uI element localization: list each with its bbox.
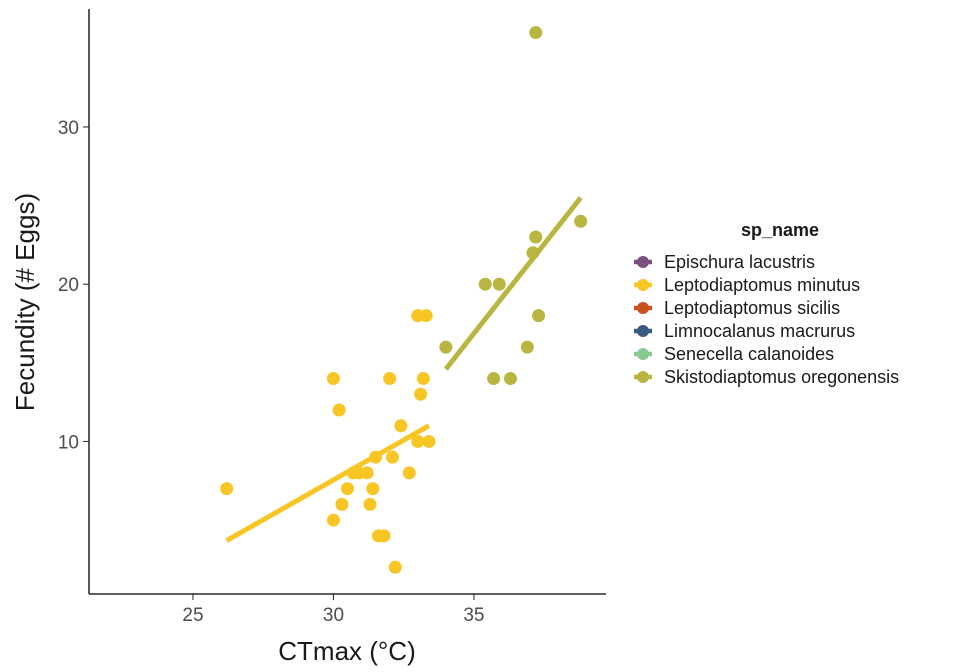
x-axis-title: CTmax (°C)	[278, 636, 416, 666]
data-point	[366, 482, 380, 496]
data-point	[411, 434, 425, 448]
data-point	[532, 309, 546, 323]
x-tick-label: 25	[182, 605, 203, 626]
data-point	[503, 372, 517, 386]
fit-line	[443, 196, 583, 371]
legend: sp_name Epischura lacustris Leptodiaptomu…	[634, 220, 899, 387]
x-tick-label: 30	[323, 605, 344, 626]
data-point	[402, 466, 416, 480]
legend-key-point	[637, 256, 649, 268]
data-point	[326, 513, 340, 527]
legend-key-point	[637, 279, 649, 291]
data-point	[363, 497, 377, 511]
data-point	[520, 340, 534, 354]
axis-ticks: 25 30 35 10 20 30	[58, 118, 485, 626]
data-point	[529, 230, 543, 244]
data-point	[377, 529, 391, 543]
fit-lines	[225, 196, 583, 543]
axes	[88, 9, 606, 595]
legend-key-point	[637, 371, 649, 383]
data-point	[360, 466, 374, 480]
data-point	[492, 277, 506, 291]
y-tick-label: 10	[58, 432, 79, 453]
data-point	[335, 497, 349, 511]
data-point	[341, 482, 354, 496]
data-point	[385, 450, 399, 464]
fit-line	[225, 423, 431, 543]
legend-label: Leptodiaptomus sicilis	[664, 298, 840, 318]
data-point	[416, 372, 430, 386]
data-point	[220, 482, 234, 496]
legend-key-point	[637, 348, 649, 360]
data-point	[414, 387, 428, 401]
legend-label: Skistodiaptomus oregonensis	[664, 367, 899, 387]
data-point	[487, 372, 501, 386]
y-tick-label: 30	[58, 118, 79, 139]
data-point	[574, 214, 588, 228]
legend-label: Limnocalanus macrurus	[664, 321, 855, 341]
data-point	[394, 419, 408, 433]
data-point	[383, 372, 397, 386]
y-axis-title: Fecundity (# Eggs)	[10, 193, 40, 411]
data-point	[419, 309, 433, 323]
y-tick-label: 20	[58, 275, 79, 296]
legend-label: Epischura lacustris	[664, 252, 815, 272]
data-points	[220, 26, 588, 574]
data-point	[529, 26, 543, 40]
legend-key-point	[637, 302, 649, 314]
data-point	[422, 434, 436, 448]
legend-title: sp_name	[741, 220, 819, 240]
legend-label: Leptodiaptomus minutus	[664, 275, 860, 295]
data-point	[332, 403, 346, 417]
x-tick-label: 35	[463, 605, 484, 626]
data-point	[526, 246, 540, 260]
data-point	[326, 372, 340, 386]
data-point	[478, 277, 492, 291]
data-point	[439, 340, 453, 354]
legend-key-point	[637, 325, 649, 337]
legend-label: Senecella calanoides	[664, 344, 834, 364]
data-point	[369, 450, 383, 464]
data-point	[388, 560, 402, 574]
